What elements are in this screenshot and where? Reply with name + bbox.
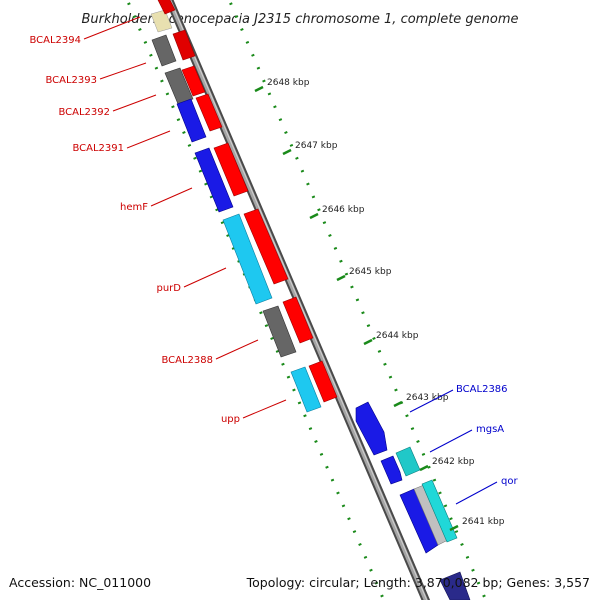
gene-arrow-qor-cyan[interactable]	[421, 479, 458, 543]
reverse-strand-genes	[151, 34, 471, 600]
gene-label[interactable]: BCAL2391	[72, 143, 124, 154]
gene-labels: BCAL2394 BCAL2393 BCAL2392 BCAL2391 hemF purD…	[29, 16, 518, 505]
gene-label[interactable]: BCAL2393	[45, 75, 97, 86]
map-title: Burkholderia cenocepacia J2315 chromosom…	[81, 12, 518, 27]
scale-ticks: 2648 kbp 2647 kbp 2646 kbp 2645 kbp 2644 kbp…	[254, 78, 505, 532]
gene-block-purD-cyan[interactable]	[222, 213, 273, 305]
topology-text: Topology: circular; Length: 3,870,082 bp…	[246, 575, 590, 590]
gene-block-upp-cyan[interactable]	[290, 366, 322, 413]
scale-tick-label: 2642 kbp	[432, 457, 475, 467]
chromosome-backbone	[164, 0, 431, 600]
gene-leader-line	[126, 130, 171, 149]
gene-arrow-mgsA-blue[interactable]	[380, 455, 403, 485]
scale-tick-label: 2645 kbp	[349, 267, 392, 277]
scale-tick-mark	[336, 274, 346, 282]
scale-tick-label: 2643 kbp	[406, 393, 449, 403]
gene-label[interactable]: hemF	[120, 202, 148, 213]
gene-label[interactable]: qor	[501, 476, 518, 487]
scale-tick-mark	[309, 212, 319, 220]
scale-tick-mark	[449, 524, 459, 532]
gene-arrow-hemF[interactable]	[213, 142, 249, 197]
gene-label[interactable]: upp	[221, 414, 240, 425]
gene-leader-line	[409, 389, 454, 413]
scale-tick-mark	[393, 400, 403, 408]
gene-label[interactable]: BCAL2392	[58, 107, 110, 118]
scale-tick-label: 2646 kbp	[322, 205, 365, 215]
gene-block-BCAL2393-grey[interactable]	[164, 67, 194, 105]
gene-label[interactable]: BCAL2388	[161, 355, 213, 366]
scale-tick-label: 2647 kbp	[295, 141, 338, 151]
gene-arrow-BCAL2393[interactable]	[181, 65, 206, 97]
gene-leader-line	[112, 94, 157, 112]
gene-leader-line	[215, 339, 259, 360]
scale-tick-label: 2644 kbp	[376, 331, 419, 341]
scale-tick-mark	[419, 464, 429, 472]
gene-leader-line	[429, 429, 473, 453]
gene-label[interactable]: purD	[157, 283, 182, 294]
gene-label[interactable]: BCAL2386	[456, 384, 508, 395]
outer-dotted-line-right	[227, 0, 488, 600]
gene-arrow-purD[interactable]	[243, 208, 289, 285]
gene-block-BCAL2392-blue[interactable]	[176, 98, 207, 143]
gene-block-BCAL2388-grey[interactable]	[262, 305, 297, 358]
gene-leader-line	[83, 16, 141, 40]
gene-arrow-top-red[interactable]	[157, 0, 176, 15]
scale-tick-mark	[254, 85, 264, 93]
gene-block-BCAL2391-blue[interactable]	[194, 147, 234, 213]
gene-leader-line	[455, 481, 498, 505]
forward-strand-genes	[150, 0, 338, 403]
gene-arrow-upp[interactable]	[308, 360, 338, 403]
gene-arrow-BCAL2386[interactable]	[355, 401, 388, 456]
scale-tick-label: 2648 kbp	[267, 78, 310, 88]
gene-leader-line	[99, 62, 147, 80]
gene-leader-line	[183, 267, 227, 288]
gene-arrow-BCAL2392[interactable]	[195, 93, 223, 132]
scale-tick-label: 2641 kbp	[462, 517, 505, 527]
gene-leader-line	[150, 187, 193, 207]
gene-arrow-BCAL2394-grey-top[interactable]	[150, 9, 173, 33]
gene-arrow-BCAL2394[interactable]	[172, 29, 196, 61]
scale-tick-mark	[282, 148, 292, 156]
gene-arrow-BCAL2388[interactable]	[282, 296, 314, 344]
accession-text: Accession: NC_011000	[9, 575, 151, 590]
gene-label[interactable]: BCAL2394	[29, 35, 81, 46]
scale-tick-mark	[363, 338, 373, 346]
gene-leader-line	[242, 399, 287, 419]
gene-block-BCAL2394-grey[interactable]	[151, 34, 177, 67]
gene-label[interactable]: mgsA	[476, 424, 504, 435]
gene-arrow-bottom-navy[interactable]	[439, 571, 471, 600]
